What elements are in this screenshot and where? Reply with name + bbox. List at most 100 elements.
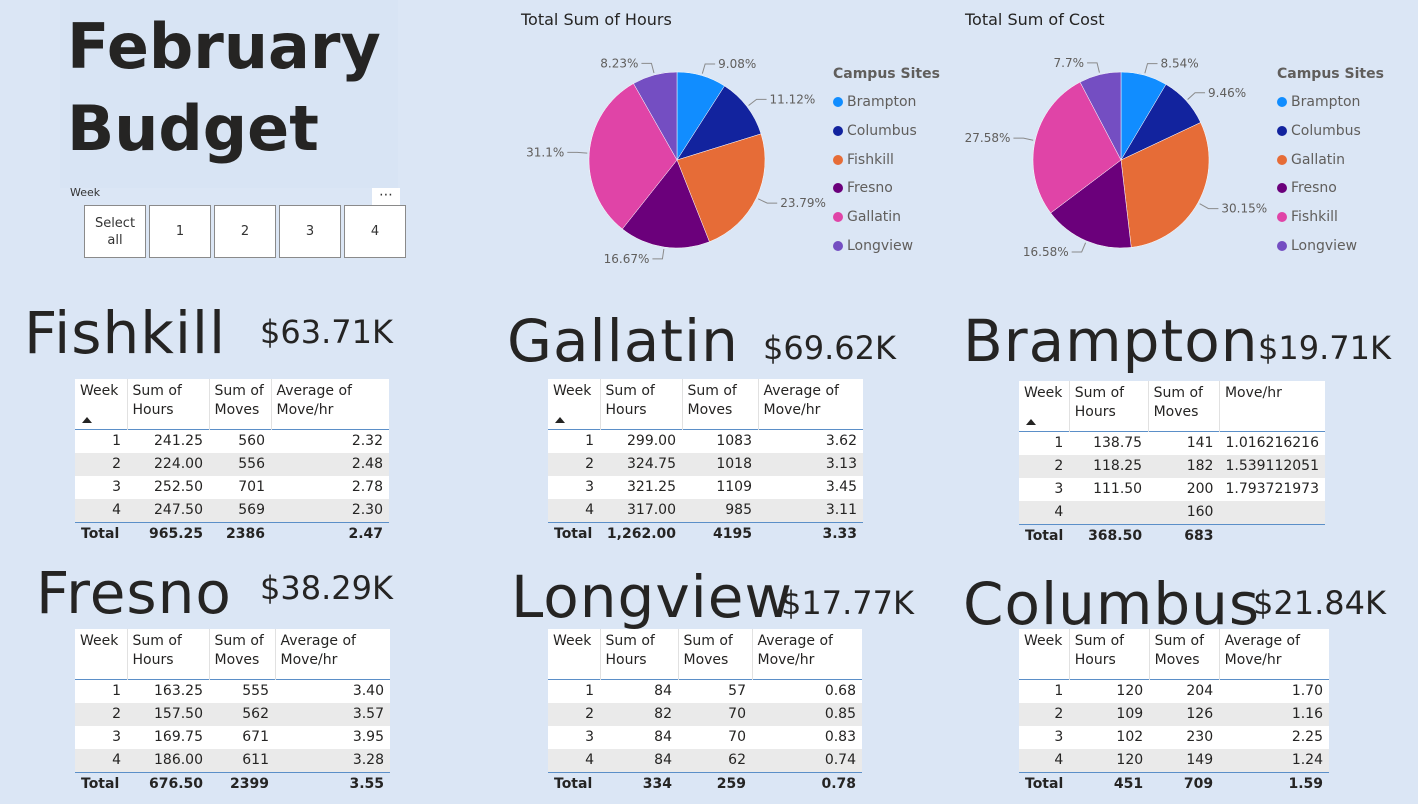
total-cell <box>1219 524 1325 548</box>
table-cell: 3 <box>1054 480 1064 497</box>
sort-ascending-icon[interactable] <box>555 416 565 423</box>
table-cell: 4 <box>1054 751 1064 768</box>
table-cell: 4 <box>112 751 121 768</box>
hours-chart-legend: Campus Sites Brampton Columbus Fishkill Fre… <box>833 66 940 260</box>
legend-item-longview[interactable]: Longview <box>1277 231 1384 260</box>
column-header[interactable]: Sum of Hours <box>600 629 679 679</box>
pie-slice-longview[interactable] <box>633 71 678 161</box>
column-header[interactable]: Sum of Moves <box>209 379 272 429</box>
legend-dot-icon <box>833 126 843 137</box>
pie-data-label: 11.12% <box>770 92 816 106</box>
pie-slice-gallatin[interactable] <box>1120 122 1210 248</box>
column-header[interactable]: Move/hr <box>1224 385 1282 401</box>
column-header[interactable]: Week <box>75 379 128 429</box>
column-header[interactable]: Average of Move/hr <box>1224 633 1301 668</box>
table-cell: 84 <box>654 728 672 745</box>
column-header[interactable]: Sum of Moves <box>209 629 276 679</box>
slicer-option-week-3[interactable]: 3 <box>279 205 341 258</box>
total-cell: 2.47 <box>348 525 383 542</box>
table-cell: 70 <box>728 728 746 745</box>
column-header[interactable]: Average of Move/hr <box>757 633 833 668</box>
legend-dot-icon <box>833 240 843 251</box>
total-cell: 709 <box>1183 775 1214 792</box>
legend-item-longview[interactable]: Longview <box>833 231 940 260</box>
week-slicer: Select all 1 2 3 4 <box>84 205 406 258</box>
total-cell: 0.78 <box>821 775 856 792</box>
table-cell: 1.793721973 <box>1225 480 1319 497</box>
table-cell: 4 <box>1054 503 1064 520</box>
table-row: 2 118.25 182 1.539112051 <box>1019 454 1325 478</box>
slicer-option-select-all[interactable]: Select all <box>84 205 146 258</box>
table-cell: 324.75 <box>627 455 676 472</box>
pie-slice-gallatin[interactable] <box>588 83 678 230</box>
table-row: 1 299.00 1083 3.62 <box>548 429 863 453</box>
column-header[interactable]: Average of Move/hr <box>276 383 352 418</box>
sort-ascending-icon[interactable] <box>82 416 92 423</box>
column-header[interactable]: Sum of Moves <box>678 629 753 679</box>
column-header[interactable]: Sum of Moves <box>682 379 759 429</box>
legend-item-fishkill[interactable]: Fishkill <box>833 145 940 174</box>
table-cell: 126 <box>1186 705 1214 722</box>
column-header[interactable]: Sum of Hours <box>1069 629 1150 679</box>
legend-item-fresno[interactable]: Fresno <box>1277 174 1384 203</box>
slicer-option-week-4[interactable]: 4 <box>344 205 406 258</box>
fresno-table: Week Sum of Hours Sum of Moves Average of M… <box>75 629 390 796</box>
table-cell: 138.75 <box>1093 434 1143 451</box>
hours-pie-chart[interactable]: 9.08% 11.12% 23.79% 16.67% 31.1% 8.23% <box>520 40 830 280</box>
table-cell: 84 <box>654 751 672 768</box>
legend-dot-icon <box>833 154 843 165</box>
slicer-option-week-1[interactable]: 1 <box>149 205 211 258</box>
column-header[interactable]: Week <box>75 629 128 679</box>
table-cell: 200 <box>1186 480 1214 497</box>
column-header[interactable]: Sum of Moves <box>1148 381 1220 431</box>
legend-item-columbus[interactable]: Columbus <box>1277 117 1384 146</box>
legend-label: Gallatin <box>1291 151 1346 168</box>
table-cell: 2.25 <box>1291 728 1323 745</box>
total-cell: 368.50 <box>1088 527 1143 544</box>
column-header[interactable]: Week <box>1019 629 1070 679</box>
legend-dot-icon <box>833 97 843 108</box>
table-cell: 3 <box>112 728 121 745</box>
site-cost-fishkill: $63.71K <box>260 313 393 351</box>
table-total-row: Total 965.25 2386 2.47 <box>75 522 389 546</box>
column-header[interactable]: Sum of Hours <box>127 379 210 429</box>
pie-slice-fresno[interactable] <box>1050 159 1132 249</box>
column-header[interactable]: Sum of Moves <box>1149 629 1220 679</box>
table-row: 3 111.50 200 1.793721973 <box>1019 478 1325 501</box>
column-header[interactable]: Sum of Hours <box>1069 381 1149 431</box>
pie-slice-longview[interactable] <box>1079 71 1122 161</box>
table-cell: 102 <box>1116 728 1144 745</box>
column-header[interactable]: Average of Move/hr <box>763 383 839 418</box>
total-label: Total <box>81 525 120 542</box>
legend-item-fresno[interactable]: Fresno <box>833 174 940 203</box>
more-options-icon[interactable]: ⋯ <box>372 188 400 208</box>
table-cell: 3 <box>585 728 594 745</box>
column-header[interactable]: Week <box>548 629 601 679</box>
week-slicer-label: Week <box>70 186 101 199</box>
pie-slice-fishkill[interactable] <box>1032 81 1122 214</box>
column-header[interactable]: Sum of Hours <box>600 379 683 429</box>
legend-item-gallatin[interactable]: Gallatin <box>833 203 940 232</box>
total-cell: 676.50 <box>148 775 203 792</box>
table-cell: 0.74 <box>824 751 856 768</box>
slicer-option-week-2[interactable]: 2 <box>214 205 276 258</box>
pie-data-label: 30.15% <box>1221 202 1267 216</box>
legend-item-brampton[interactable]: Brampton <box>833 88 940 117</box>
table-cell: 1.016216216 <box>1225 434 1319 451</box>
legend-item-fishkill[interactable]: Fishkill <box>1277 203 1384 232</box>
sort-ascending-icon[interactable] <box>1026 418 1036 425</box>
legend-item-gallatin[interactable]: Gallatin <box>1277 145 1384 174</box>
pie-slice-fresno[interactable] <box>621 159 710 249</box>
column-header[interactable]: Week <box>1019 381 1070 431</box>
table-total-row: Total 676.50 2399 3.55 <box>75 772 390 796</box>
cost-chart-title: Total Sum of Cost <box>965 10 1105 29</box>
legend-item-brampton[interactable]: Brampton <box>1277 88 1384 117</box>
legend-item-columbus[interactable]: Columbus <box>833 117 940 146</box>
column-header[interactable]: Week <box>548 379 601 429</box>
leader-line <box>567 151 588 154</box>
table-cell: 3 <box>1054 728 1064 745</box>
cost-pie-chart[interactable]: 8.54% 9.46% 30.15% 16.58% 27.58% 7.7% <box>964 40 1274 280</box>
column-header[interactable]: Sum of Hours <box>127 629 210 679</box>
longview-table: Week Sum of Hours Sum of Moves Average of M… <box>548 629 862 796</box>
column-header[interactable]: Average of Move/hr <box>280 633 356 668</box>
